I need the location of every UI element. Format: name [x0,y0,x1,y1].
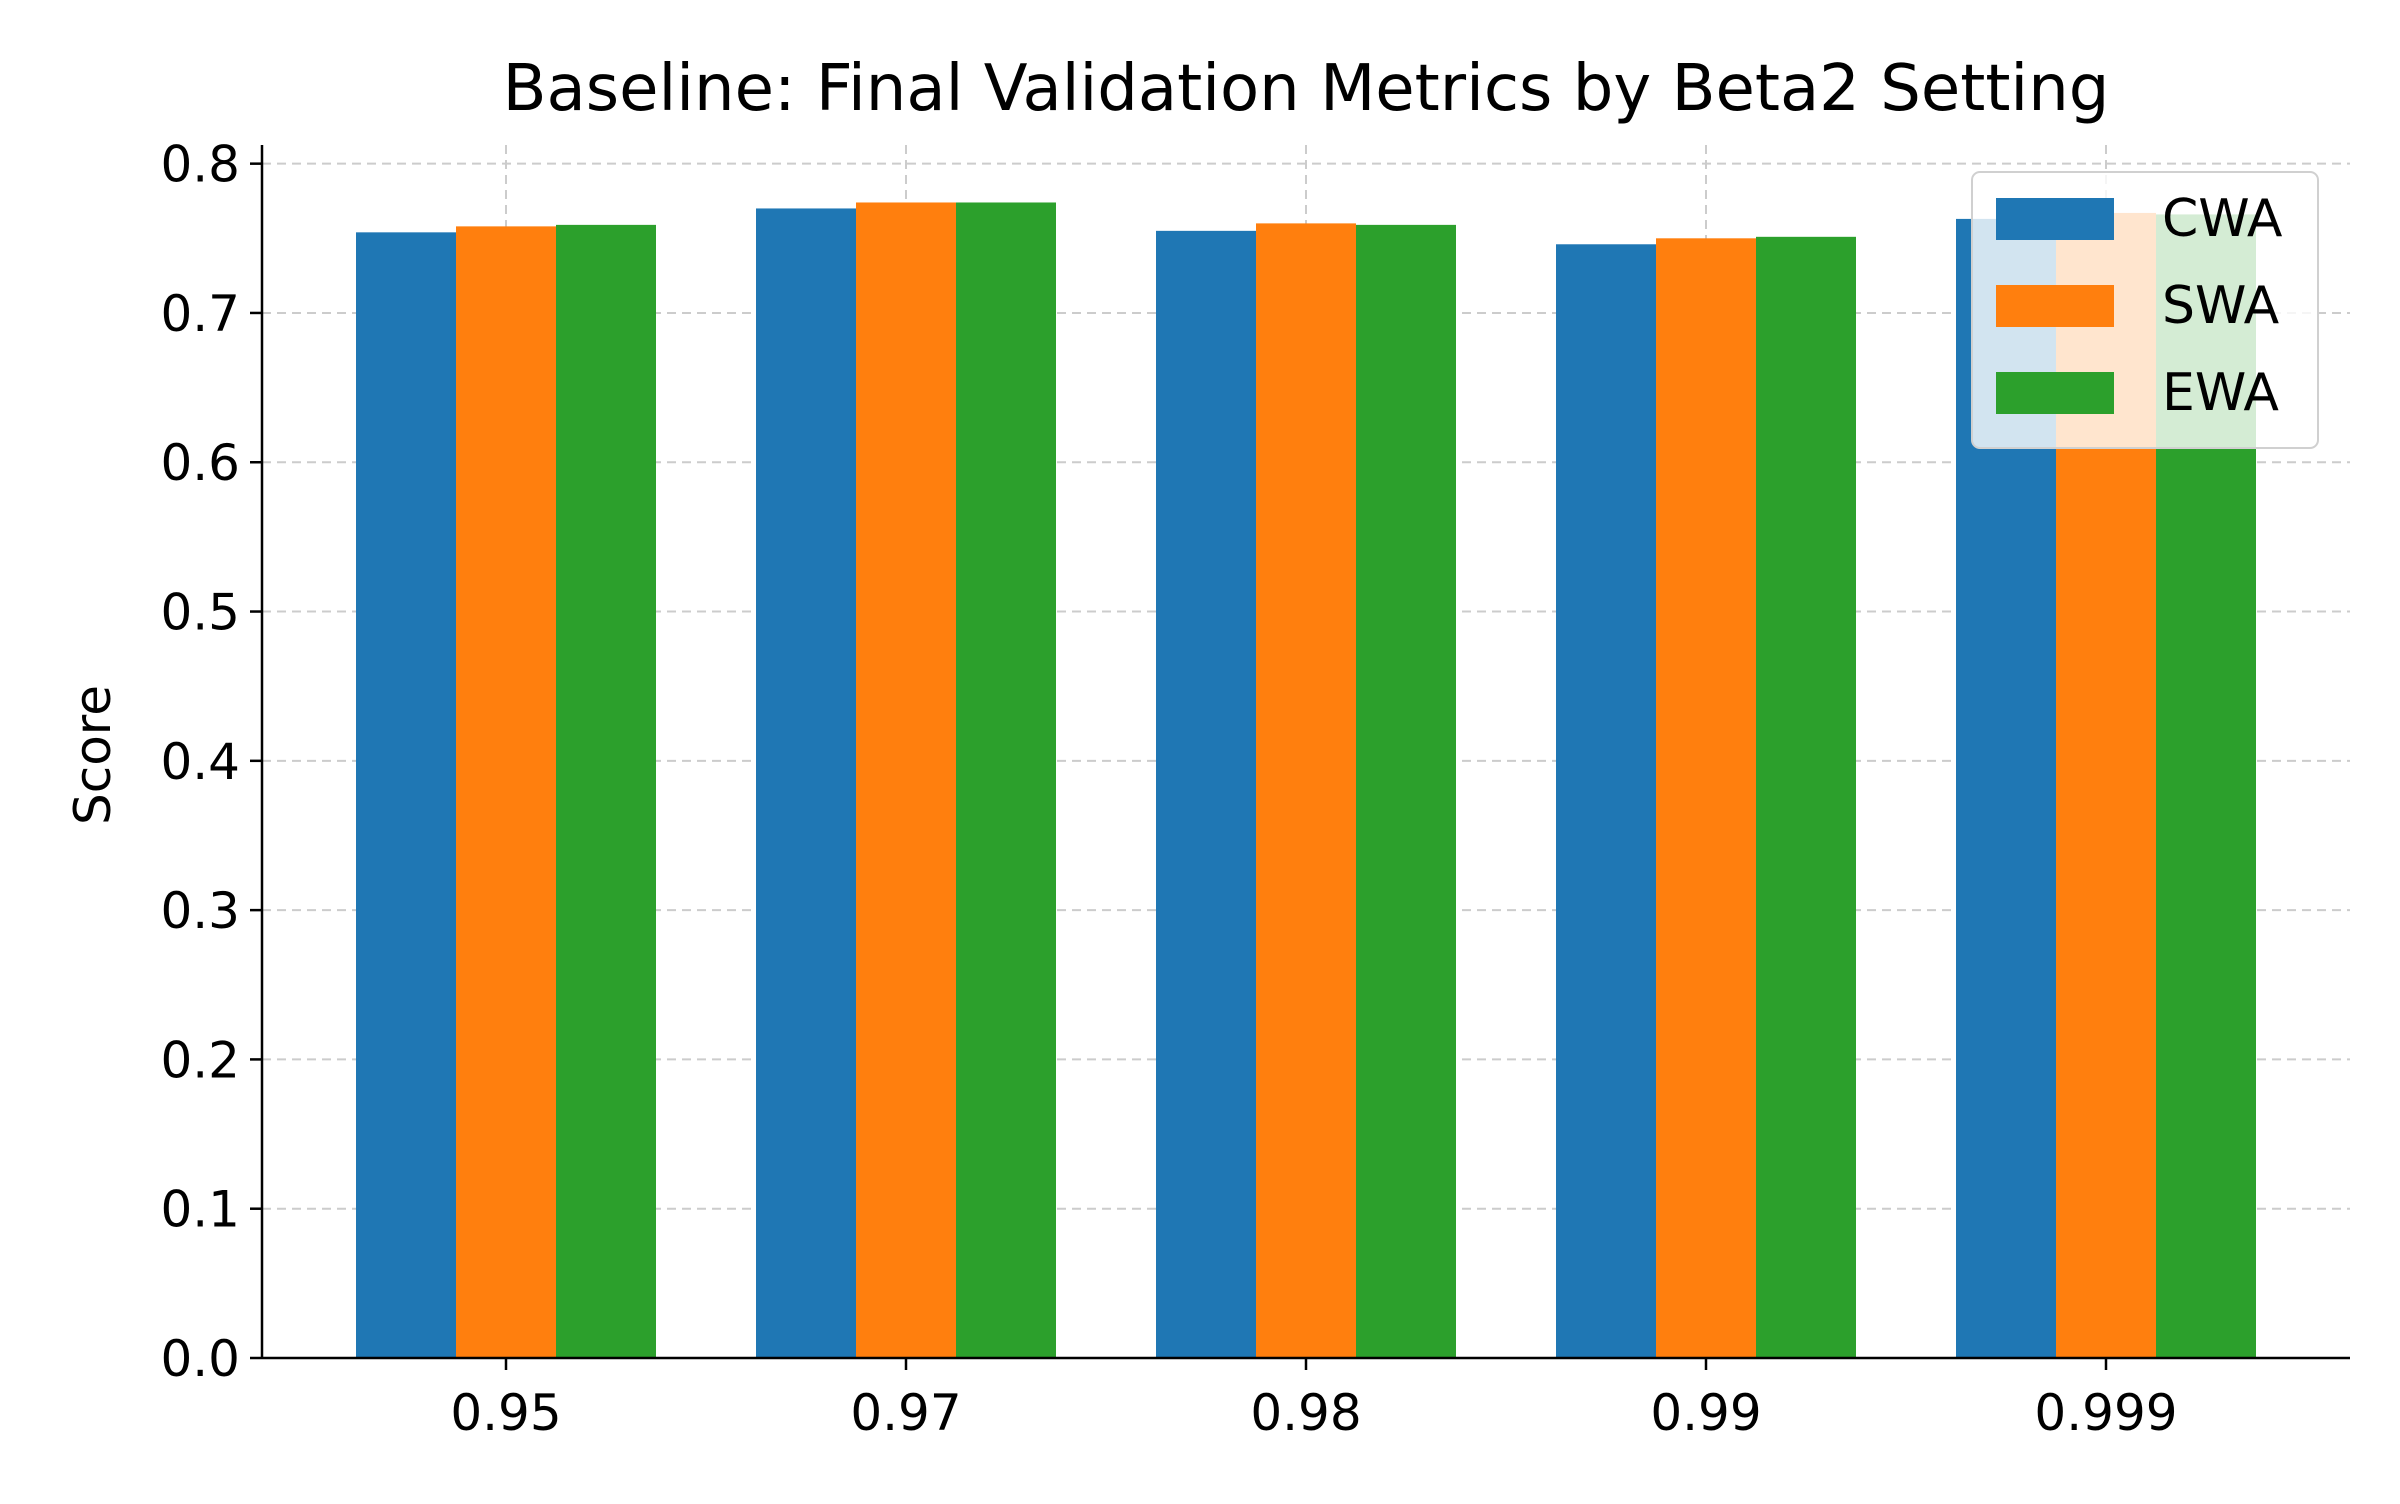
x-tick-label: 0.999 [2034,1384,2177,1442]
bars [356,202,2256,1359]
legend-label-cwa: CWA [2162,189,2283,249]
y-tick-label: 0.8 [160,136,240,194]
bar-ewa-0_95 [556,224,656,1359]
bar-swa-0_99 [1656,238,1756,1358]
axes [250,145,2350,1370]
y-tick-label: 0.3 [160,882,240,940]
y-tick-label: 0.6 [160,434,240,492]
x-tick-label: 0.99 [1650,1384,1761,1442]
y-tick-label: 0.2 [160,1031,240,1089]
tick-labels: 0.0 0.1 0.2 0.3 0.4 0.5 0.6 0.7 0.8 0.95 0.97 0.98 0… [160,136,2177,1442]
bar-ewa-0_97 [956,202,1056,1358]
bar-ewa-0_99 [1756,236,1856,1358]
chart-title: Baseline: Final Validation Metrics by Be… [503,52,2110,126]
y-tick-label: 0.1 [160,1181,240,1239]
legend-swatch-ewa [1996,372,2114,414]
bar-cwa-0_98 [1156,230,1256,1359]
bar-cwa-0_97 [756,208,856,1359]
legend: CWA SWA EWA [1971,171,2319,449]
bar-ewa-0_98 [1356,224,1456,1359]
bar-swa-0_98 [1256,223,1356,1359]
y-tick-label: 0.4 [160,733,240,791]
bar-cwa-0_95 [356,232,456,1359]
y-tick-label: 0.5 [160,584,240,642]
x-tick-label: 0.95 [450,1384,561,1442]
legend-swatch-cwa [1996,198,2114,240]
bar-swa-0_97 [856,202,956,1358]
bar-cwa-0_99 [1556,244,1656,1358]
legend-label-swa: SWA [2162,276,2280,336]
x-tick-label: 0.98 [1250,1384,1361,1442]
bar-swa-0_95 [456,226,556,1359]
x-tick-label: 0.97 [850,1384,961,1442]
legend-label-ewa: EWA [2162,363,2279,423]
y-tick-label: 0.0 [160,1330,240,1388]
y-tick-label: 0.7 [160,285,240,343]
legend-swatch-swa [1996,285,2114,327]
y-axis-label: Score [64,685,122,825]
